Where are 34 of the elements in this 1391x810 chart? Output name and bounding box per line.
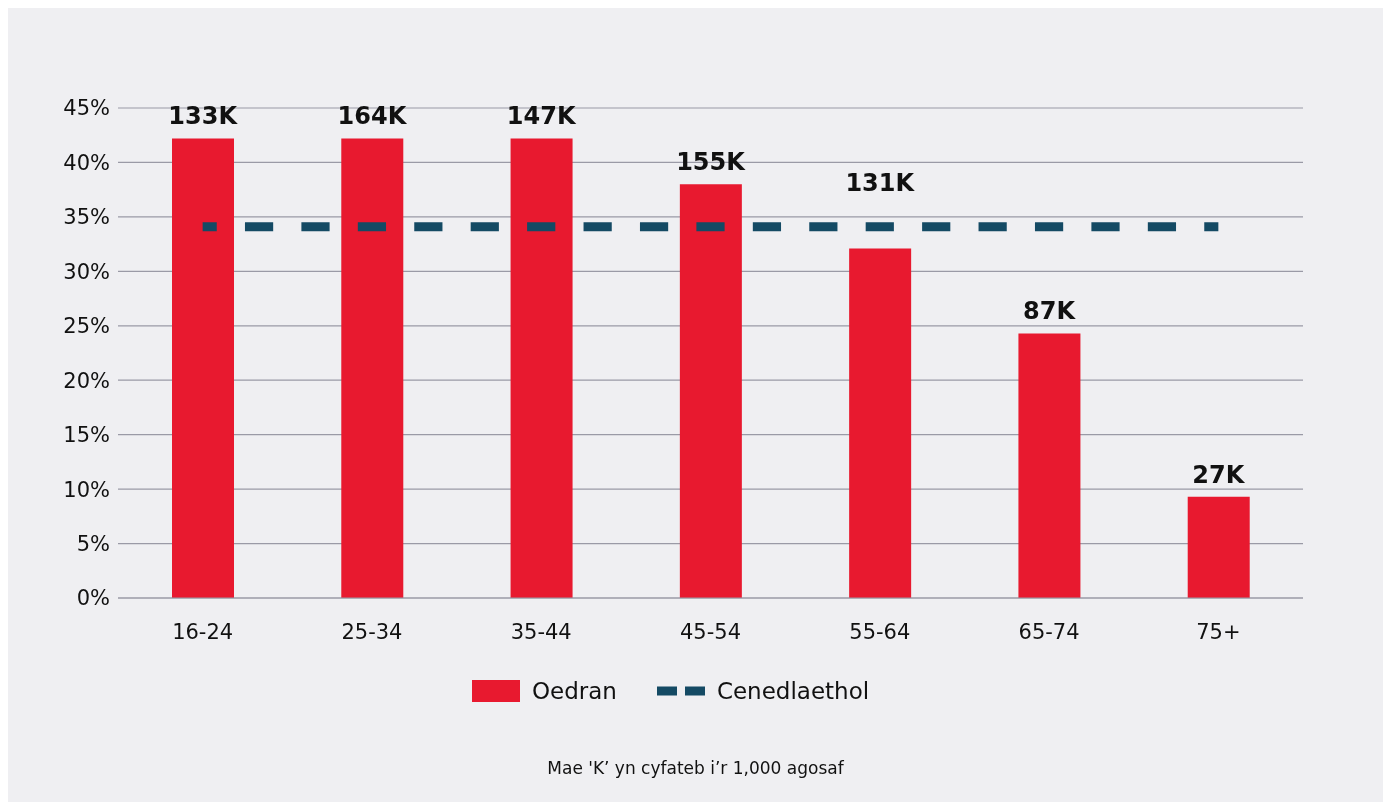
x-tick-label: 35-44: [510, 619, 572, 644]
y-tick-label: 45%: [63, 96, 110, 121]
annotation: 147K: [506, 102, 577, 131]
y-tick-label: 30%: [63, 259, 110, 284]
x-tick-label: 75+: [1196, 619, 1241, 644]
annotation: 164K: [337, 102, 408, 131]
y-tick-label: 0%: [76, 586, 110, 611]
x-tick-label: 55-64: [849, 619, 911, 644]
x-tick-label: 16-24: [172, 619, 234, 644]
annotation: 87K: [1023, 297, 1077, 326]
annotation: 133K: [168, 102, 239, 131]
legend-label: Cenedlaethol: [716, 678, 870, 704]
annotation: 27K: [1192, 460, 1246, 489]
annotation: 131K: [845, 169, 916, 198]
bar: [849, 248, 912, 598]
x-tick-label: 25-34: [341, 619, 403, 644]
y-tick-label: 15%: [63, 423, 110, 448]
y-tick-label: 10%: [63, 477, 110, 502]
bar: [510, 138, 573, 598]
x-tick-label: 45-54: [679, 619, 742, 644]
bar: [679, 184, 742, 598]
y-tick-label: 20%: [63, 368, 110, 393]
legend-label: Oedran: [531, 678, 617, 704]
x-tick-label: 65-74: [1018, 619, 1080, 644]
bar: [341, 138, 404, 598]
y-tick-label: 5%: [76, 532, 110, 557]
bar: [172, 138, 234, 598]
bar: [1187, 496, 1250, 598]
text: Mae 'K’ yn cyfateb i’r 1,000 agosaf: [546, 758, 845, 778]
bar: [1018, 333, 1081, 598]
annotation: 155K: [676, 148, 747, 177]
y-tick-label: 35%: [63, 205, 110, 230]
y-tick-label: 40%: [63, 150, 110, 175]
y-tick-label: 25%: [63, 314, 110, 339]
